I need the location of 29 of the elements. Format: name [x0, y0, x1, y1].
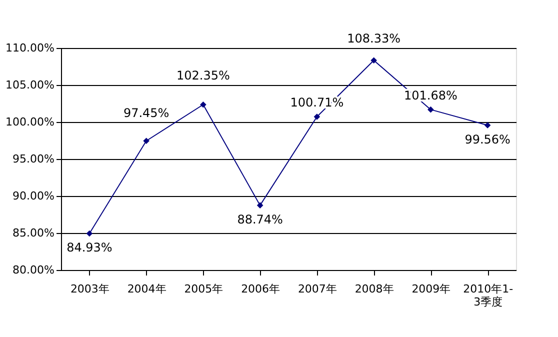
point [86, 230, 93, 237]
y-tick-label: 90.00% [12, 190, 54, 202]
data-label: 84.93% [66, 240, 112, 255]
x-tick-label: 2005年 [184, 282, 224, 296]
x-tick-label: 2006年 [241, 282, 280, 296]
x-tick-label: 2010年1-3季度 [463, 282, 514, 308]
x-tick-label: 2009年 [412, 282, 451, 296]
data-label: 102.35% [176, 68, 230, 83]
data-label: 108.33% [347, 31, 401, 46]
point [314, 114, 320, 120]
y-tick-label: 110.00% [6, 42, 54, 54]
y-tick-label: 80.00% [12, 264, 54, 276]
x-tick-label: 2007年 [298, 282, 337, 296]
y-tick-label: 85.00% [12, 226, 54, 240]
y-tick-label: 95.00% [12, 152, 54, 166]
point [484, 122, 491, 128]
point [143, 138, 150, 144]
y-tick-label: 100.00% [6, 116, 54, 128]
x-tick-label: 2008年 [354, 282, 394, 296]
x-tick-label: 2003年 [70, 282, 110, 296]
point [256, 202, 264, 208]
x-tick-label: 2004年 [127, 282, 166, 296]
point [428, 106, 434, 113]
point [200, 101, 206, 108]
data-label: 97.45% [123, 106, 170, 120]
y-tick-label: 105.00% [6, 78, 54, 92]
data-label: 88.74% [237, 212, 283, 226]
point [370, 57, 377, 64]
data-label: 99.56% [464, 132, 510, 146]
